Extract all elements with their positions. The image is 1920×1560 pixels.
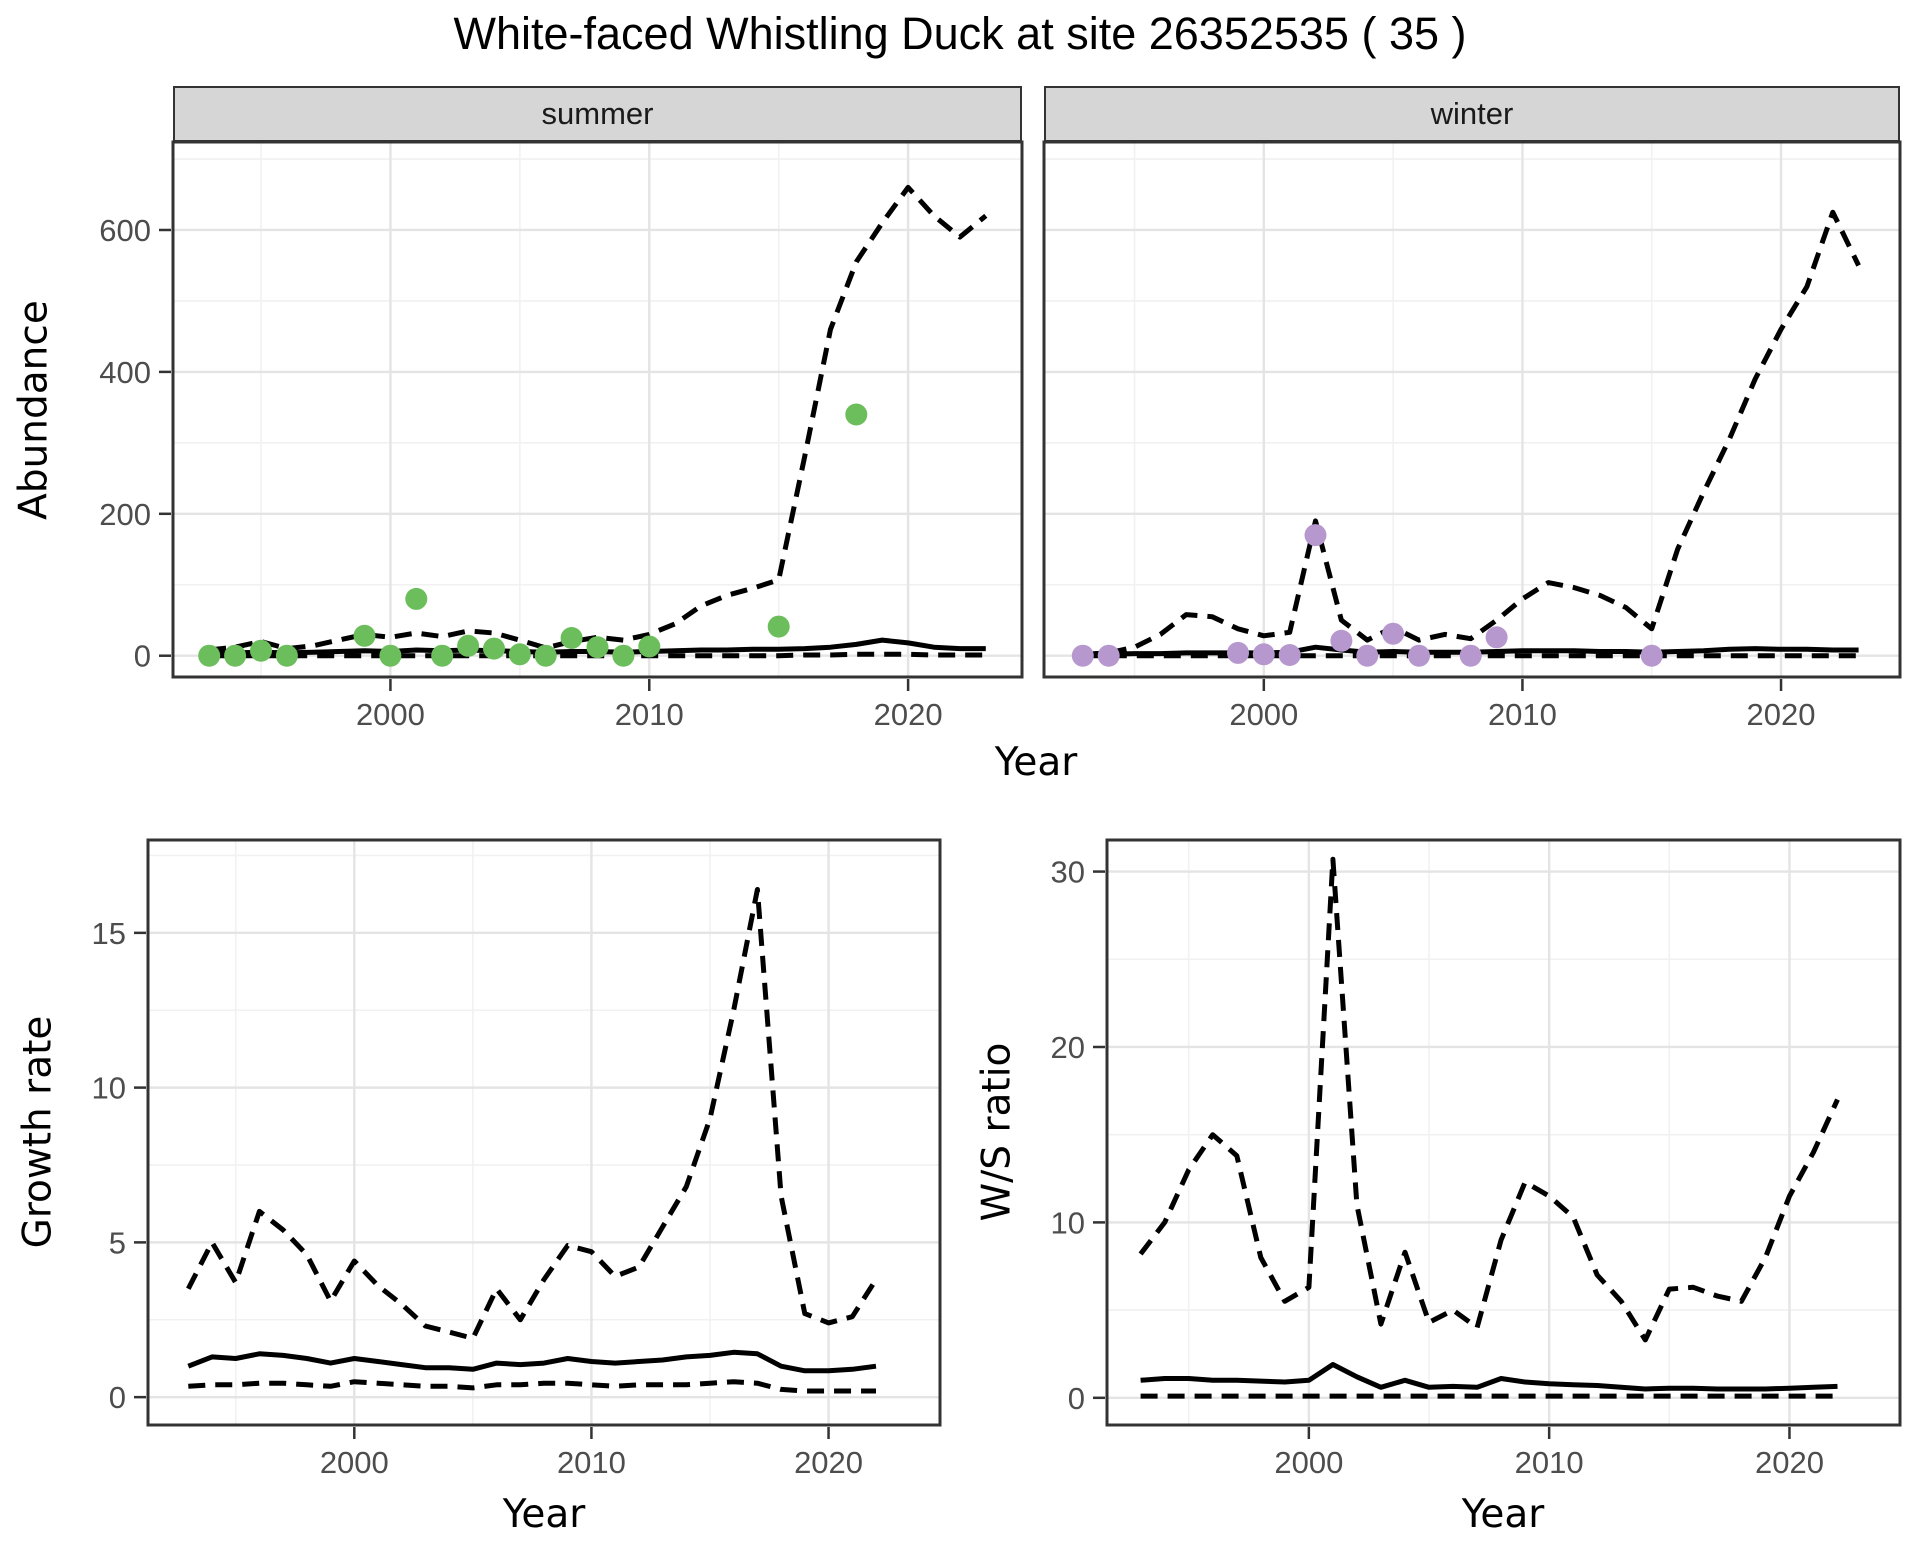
- y-axis-tick-label: 15: [92, 916, 126, 951]
- x-axis-tick-label: 2010: [1488, 697, 1557, 732]
- x-axis-tick-label: 2000: [1274, 1445, 1343, 1480]
- data-point: [1459, 644, 1482, 667]
- y-axis-tick-label: 0: [109, 1380, 126, 1415]
- y-axis-tick-label: 30: [1051, 855, 1085, 890]
- y-axis-tick-label: 10: [1051, 1205, 1085, 1240]
- abundance-winter-axis-ticks: 2000 2010 2020: [1229, 679, 1816, 732]
- data-point: [250, 639, 272, 662]
- observed-counts-summer: [198, 403, 868, 667]
- data-point: [1485, 626, 1508, 649]
- data-point: [198, 644, 221, 667]
- data-point: [224, 644, 247, 667]
- data-point: [457, 634, 480, 657]
- data-point: [1304, 524, 1327, 547]
- abundance-summer-series-upper_95ci: [208, 184, 988, 653]
- ws-ratio-axis-ticks: 2000 2010 2020 0 10 20 30: [1051, 855, 1824, 1480]
- x-axis-tick-label: 2020: [794, 1445, 863, 1480]
- x-axis-tick-label: 2020: [874, 697, 943, 732]
- data-point: [1097, 644, 1120, 667]
- y-axis-title-abundance: Abundance: [11, 300, 57, 520]
- y-axis-title-growth-rate: Growth rate: [15, 1015, 61, 1249]
- data-point: [1408, 644, 1430, 667]
- data-point: [534, 644, 557, 667]
- growth-rate-axis-ticks: 2000 2010 2020 0 5 10 15: [92, 916, 864, 1480]
- y-axis-tick-label: 400: [99, 355, 151, 390]
- abundance-summer-axis-ticks: 2000 2010 2020 0 200 400 600: [99, 213, 942, 732]
- data-point: [353, 624, 376, 647]
- data-point: [508, 643, 531, 666]
- facet-strip-summer: summer: [173, 86, 1022, 142]
- x-axis-tick-label: 2000: [356, 697, 425, 732]
- data-point: [1252, 643, 1275, 666]
- growth-rate-series-upper_95ci: [186, 887, 879, 1341]
- facet-strip-winter: winter: [1044, 86, 1900, 142]
- panel-abundance-winter: 2000 2010 2020: [1042, 140, 1902, 732]
- x-axis-tick-label: 2000: [1229, 697, 1298, 732]
- x-axis-tick-label: 2000: [320, 1445, 389, 1480]
- data-point: [1382, 622, 1405, 645]
- data-point: [845, 403, 868, 426]
- x-axis-tick-label: 2020: [1747, 697, 1816, 732]
- y-axis-title-ws-ratio: W/S ratio: [974, 1042, 1020, 1222]
- data-point: [1278, 644, 1301, 666]
- chart-title: White-faced Whistling Duck at site 26352…: [453, 8, 1467, 59]
- data-point: [405, 587, 428, 610]
- panel-growth-rate: 2000 2010 2020 0 5 10 15: [92, 838, 942, 1480]
- x-axis-title-year-top: Year: [994, 740, 1078, 785]
- data-point: [560, 627, 583, 649]
- x-axis-tick-label: 2010: [615, 697, 684, 732]
- y-axis-tick-label: 10: [92, 1071, 126, 1106]
- abundance-summer-gridlines: [173, 142, 1022, 677]
- facet-strip-winter-label: winter: [1430, 96, 1514, 131]
- y-axis-tick-label: 0: [134, 639, 151, 674]
- data-point: [1227, 641, 1249, 664]
- panel-ws-ratio: 2000 2010 2020 0 10 20 30: [1051, 838, 1902, 1480]
- y-axis-tick-label: 20: [1051, 1030, 1085, 1065]
- data-point: [379, 644, 402, 667]
- ws-ratio-series-upper_95ci: [1138, 856, 1840, 1343]
- x-axis-tick-label: 2010: [557, 1445, 626, 1480]
- ws-ratio-series-median: [1140, 1362, 1838, 1392]
- data-point: [1071, 644, 1094, 667]
- facet-strip-summer-label: summer: [541, 96, 654, 131]
- data-point: [431, 644, 454, 667]
- data-point: [1640, 644, 1663, 667]
- data-point: [767, 615, 790, 638]
- observed-counts-winter: [1071, 524, 1663, 667]
- y-axis-tick-label: 0: [1068, 1381, 1085, 1416]
- x-axis-title-year-growth: Year: [502, 1492, 586, 1537]
- data-point: [1330, 629, 1353, 652]
- data-point: [612, 644, 635, 667]
- data-point: [586, 636, 609, 659]
- growth-rate-gridlines: [148, 840, 940, 1425]
- abundance-winter-series-upper_95ci: [1082, 209, 1861, 657]
- panel-abundance-summer: 2000 2010 2020 0 200 400 600: [99, 140, 1024, 732]
- y-axis-tick-label: 5: [109, 1225, 126, 1260]
- y-axis-tick-label: 600: [99, 213, 151, 248]
- data-point: [1356, 644, 1379, 667]
- y-axis-tick-label: 200: [99, 497, 151, 532]
- growth-rate-series-median: [187, 1349, 877, 1374]
- data-point: [483, 637, 505, 660]
- x-axis-title-year-ws: Year: [1461, 1492, 1545, 1537]
- x-axis-tick-label: 2010: [1515, 1445, 1584, 1480]
- data-point: [275, 644, 298, 667]
- x-axis-tick-label: 2020: [1755, 1445, 1824, 1480]
- data-point: [638, 635, 661, 658]
- growth-rate-series-lower_95ci: [188, 1379, 876, 1394]
